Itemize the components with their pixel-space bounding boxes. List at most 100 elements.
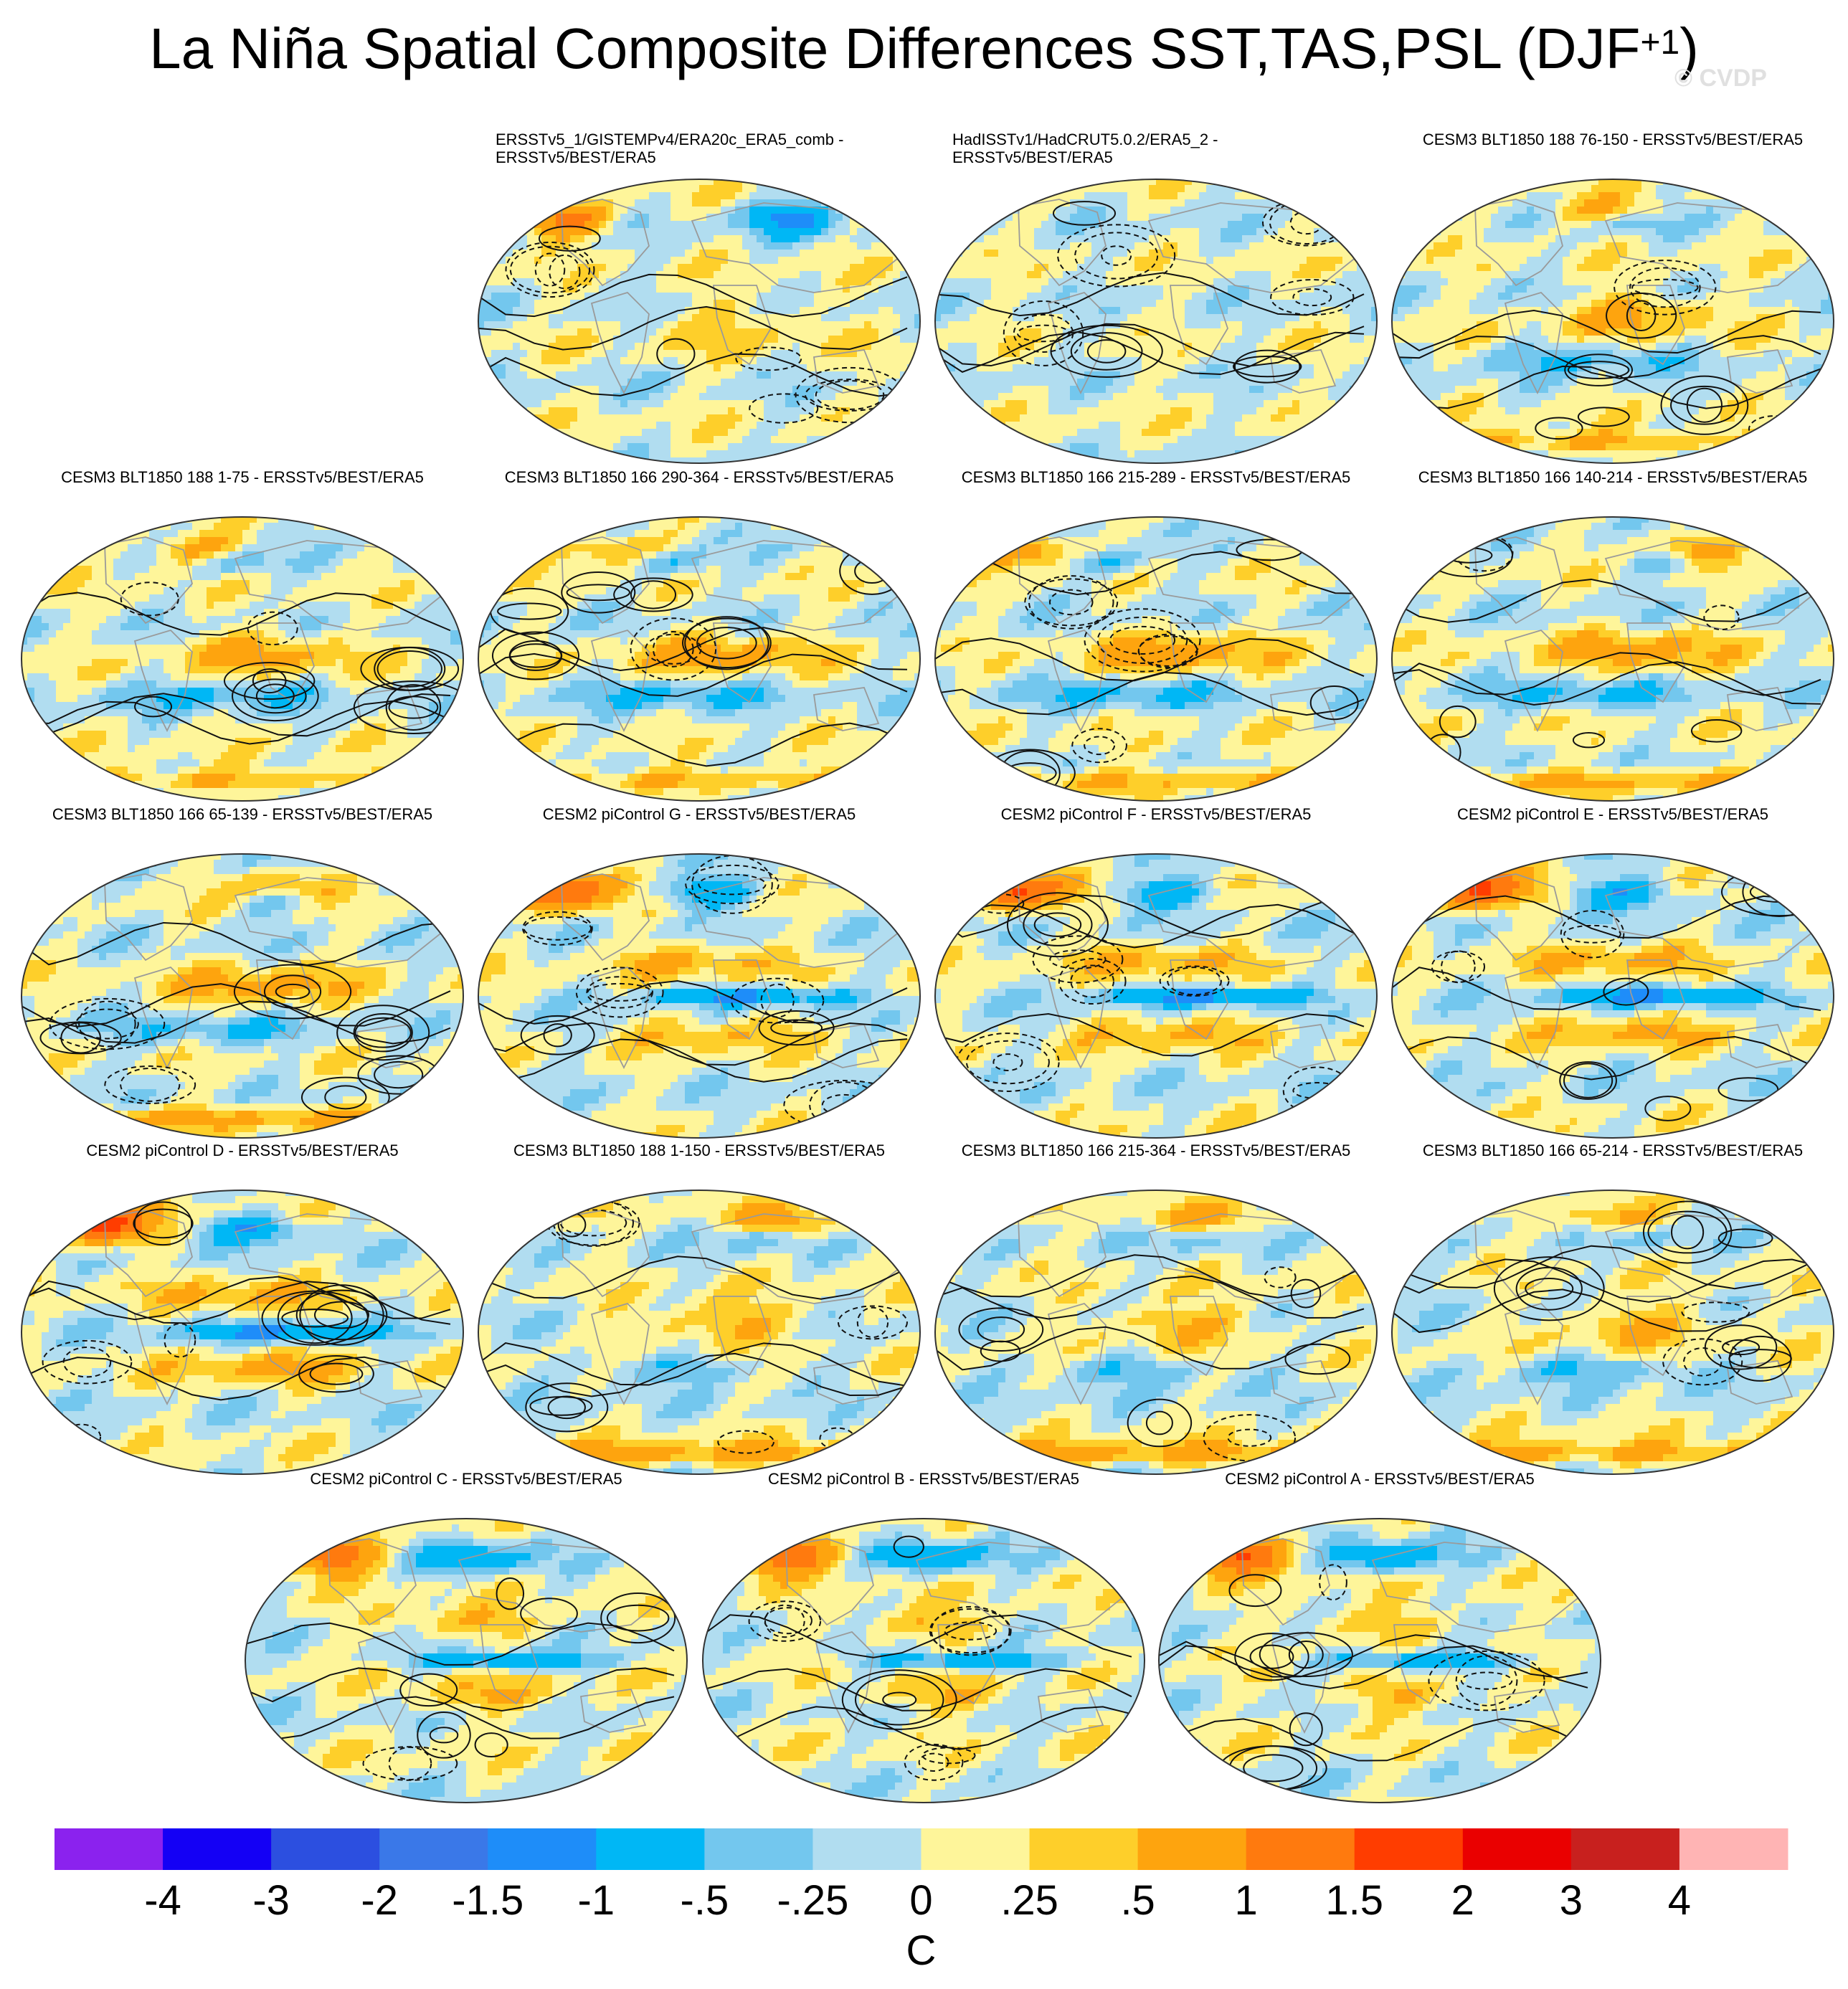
global-map [1391, 853, 1834, 1139]
colorbar-swatch [1570, 1828, 1680, 1870]
global-map [1391, 179, 1834, 464]
global-map [934, 179, 1378, 464]
panel-title: CESM3 BLT1850 188 76-150 - ERSSTv5/BEST/… [1383, 130, 1842, 148]
colorbar-tick-label: 1 [1235, 1877, 1258, 1924]
map-field [1159, 1519, 1601, 1803]
cvdp-watermark: © CVDP [1674, 65, 1767, 92]
global-map [478, 853, 921, 1139]
colorbar-tick-label: 3 [1560, 1877, 1583, 1924]
colorbar-swatch [1029, 1828, 1139, 1870]
colorbar-swatch [55, 1828, 164, 1870]
colorbar-swatch [379, 1828, 488, 1870]
global-map [478, 1190, 921, 1475]
panel-title: CESM3 BLT1850 166 140-214 - ERSSTv5/BEST… [1383, 468, 1842, 486]
map-panel: CESM3 BLT1850 166 140-214 - ERSSTv5/BEST… [1383, 468, 1842, 802]
colorbar-swatch [271, 1828, 380, 1870]
map-panel: CESM2 piControl G - ERSSTv5/BEST/ERA5 [470, 805, 929, 1139]
colorbar-swatch [1679, 1828, 1788, 1870]
panel-title: CESM3 BLT1850 166 290-364 - ERSSTv5/BEST… [470, 468, 929, 486]
panel-title-line1: CESM3 BLT1850 166 65-139 - ERSSTv5/BEST/… [13, 805, 472, 823]
map-panel: CESM2 piControl E - ERSSTv5/BEST/ERA5 [1383, 805, 1842, 1139]
page-title-superscript: +1 [1641, 24, 1680, 62]
colorbar-tick-label: 1.5 [1325, 1877, 1383, 1924]
global-map [478, 516, 921, 802]
panel-title-line2: ERSSTv5/BEST/ERA5 [952, 148, 1385, 166]
colorbar-tick-label: -.5 [681, 1877, 729, 1924]
global-map [702, 1518, 1145, 1803]
panel-title-line1: CESM2 piControl C - ERSSTv5/BEST/ERA5 [237, 1470, 696, 1488]
panel-title: CESM3 BLT1850 188 1-75 - ERSSTv5/BEST/ER… [13, 468, 472, 486]
colorbar-swatch [921, 1828, 1030, 1870]
panel-title: CESM3 BLT1850 166 215-289 - ERSSTv5/BEST… [927, 468, 1385, 486]
panel-title-line1: CESM2 piControl D - ERSSTv5/BEST/ERA5 [13, 1141, 472, 1159]
global-map [934, 1190, 1378, 1475]
colorbar-tick-label: .5 [1120, 1877, 1155, 1924]
global-map [21, 853, 464, 1139]
colorbar-tick-label: -.25 [777, 1877, 848, 1924]
page-title: La Niña Spatial Composite Differences SS… [0, 13, 1848, 85]
panel-title: CESM2 piControl F - ERSSTv5/BEST/ERA5 [927, 805, 1385, 823]
global-map [1391, 516, 1834, 802]
map-panel: CESM3 BLT1850 188 1-75 - ERSSTv5/BEST/ER… [13, 468, 472, 802]
panel-title-line1: CESM3 BLT1850 188 1-150 - ERSSTv5/BEST/E… [470, 1141, 929, 1159]
panel-title-line1: CESM3 BLT1850 166 290-364 - ERSSTv5/BEST… [470, 468, 929, 486]
global-map [21, 516, 464, 802]
colorbar-swatch [704, 1828, 813, 1870]
panel-title-line1: CESM2 piControl E - ERSSTv5/BEST/ERA5 [1383, 805, 1842, 823]
colorbar-tick-label: -1.5 [452, 1877, 523, 1924]
panel-title: CESM2 piControl C - ERSSTv5/BEST/ERA5 [237, 1470, 696, 1488]
global-map [934, 853, 1378, 1139]
panel-title: CESM3 BLT1850 166 65-139 - ERSSTv5/BEST/… [13, 805, 472, 823]
colorbar-swatch [1354, 1828, 1464, 1870]
panel-title-line2: ERSSTv5/BEST/ERA5 [496, 148, 929, 166]
map-panel: CESM3 BLT1850 166 215-289 - ERSSTv5/BEST… [927, 468, 1385, 802]
global-map [1158, 1518, 1601, 1803]
colorbar-unit-label: C [906, 1927, 937, 1974]
map-field [22, 1190, 463, 1474]
map-panel: ERSSTv5_1/GISTEMPv4/ERA20c_ERA5_comb - ER… [470, 130, 929, 465]
panel-title-line1: ERSSTv5_1/GISTEMPv4/ERA20c_ERA5_comb - [496, 130, 929, 148]
panel-title: CESM2 piControl D - ERSSTv5/BEST/ERA5 [13, 1141, 472, 1159]
panel-title-line1: HadISSTv1/HadCRUT5.0.2/ERA5_2 - [952, 130, 1385, 148]
panel-title: CESM2 piControl B - ERSSTv5/BEST/ERA5 [694, 1470, 1153, 1488]
map-panel: CESM2 piControl D - ERSSTv5/BEST/ERA5 [13, 1141, 472, 1476]
map-panel: CESM3 BLT1850 166 65-214 - ERSSTv5/BEST/… [1383, 1141, 1842, 1476]
colorbar-swatch [1246, 1828, 1355, 1870]
colorbar-swatch [1137, 1828, 1247, 1870]
map-panel: CESM2 piControl C - ERSSTv5/BEST/ERA5 [237, 1470, 696, 1804]
panel-title: CESM3 BLT1850 166 65-214 - ERSSTv5/BEST/… [1383, 1141, 1842, 1159]
map-panel: CESM2 piControl A - ERSSTv5/BEST/ERA5 [1150, 1470, 1609, 1804]
colorbar-tick-label: -3 [252, 1877, 290, 1924]
panel-title-line1: CESM2 piControl B - ERSSTv5/BEST/ERA5 [694, 1470, 1153, 1488]
colorbar-tick-label: 4 [1668, 1877, 1691, 1924]
panel-title: CESM3 BLT1850 166 215-364 - ERSSTv5/BEST… [927, 1141, 1385, 1159]
panel-title-line1: CESM2 piControl F - ERSSTv5/BEST/ERA5 [927, 805, 1385, 823]
colorbar-swatch [596, 1828, 705, 1870]
map-panel: CESM3 BLT1850 166 65-139 - ERSSTv5/BEST/… [13, 805, 472, 1139]
global-map [934, 516, 1378, 802]
map-panel: CESM3 BLT1850 166 290-364 - ERSSTv5/BEST… [470, 468, 929, 802]
colorbar-tick-label: -2 [361, 1877, 398, 1924]
panel-title-line1: CESM2 piControl A - ERSSTv5/BEST/ERA5 [1150, 1470, 1609, 1488]
panel-title-line1: CESM3 BLT1850 188 1-75 - ERSSTv5/BEST/ER… [13, 468, 472, 486]
panel-title-line1: CESM2 piControl G - ERSSTv5/BEST/ERA5 [470, 805, 929, 823]
map-panel: CESM2 piControl F - ERSSTv5/BEST/ERA5 [927, 805, 1385, 1139]
panel-title-line1: CESM3 BLT1850 166 65-214 - ERSSTv5/BEST/… [1383, 1141, 1842, 1159]
map-panel: CESM3 BLT1850 188 76-150 - ERSSTv5/BEST/… [1383, 130, 1842, 465]
global-map [21, 1190, 464, 1475]
panel-title: CESM3 BLT1850 188 1-150 - ERSSTv5/BEST/E… [470, 1141, 929, 1159]
colorbar-tick-label: .25 [1000, 1877, 1058, 1924]
panel-title: CESM2 piControl G - ERSSTv5/BEST/ERA5 [470, 805, 929, 823]
global-map [1391, 1190, 1834, 1475]
panel-title-line1: CESM3 BLT1850 188 76-150 - ERSSTv5/BEST/… [1383, 130, 1842, 148]
map-panel: HadISSTv1/HadCRUT5.0.2/ERA5_2 - ERSSTv5/B… [927, 130, 1385, 465]
panel-title: ERSSTv5_1/GISTEMPv4/ERA20c_ERA5_comb - ER… [470, 130, 929, 166]
page-title-text: La Niña Spatial Composite Differences SS… [149, 16, 1640, 80]
panel-title: HadISSTv1/HadCRUT5.0.2/ERA5_2 - ERSSTv5/B… [927, 130, 1385, 166]
map-panel: CESM2 piControl B - ERSSTv5/BEST/ERA5 [694, 1470, 1153, 1804]
colorbar-swatch [812, 1828, 921, 1870]
colorbar-tick-label: -1 [578, 1877, 615, 1924]
colorbar-tick-label: -4 [144, 1877, 181, 1924]
global-map [245, 1518, 688, 1803]
panel-title-line1: CESM3 BLT1850 166 215-364 - ERSSTv5/BEST… [927, 1141, 1385, 1159]
